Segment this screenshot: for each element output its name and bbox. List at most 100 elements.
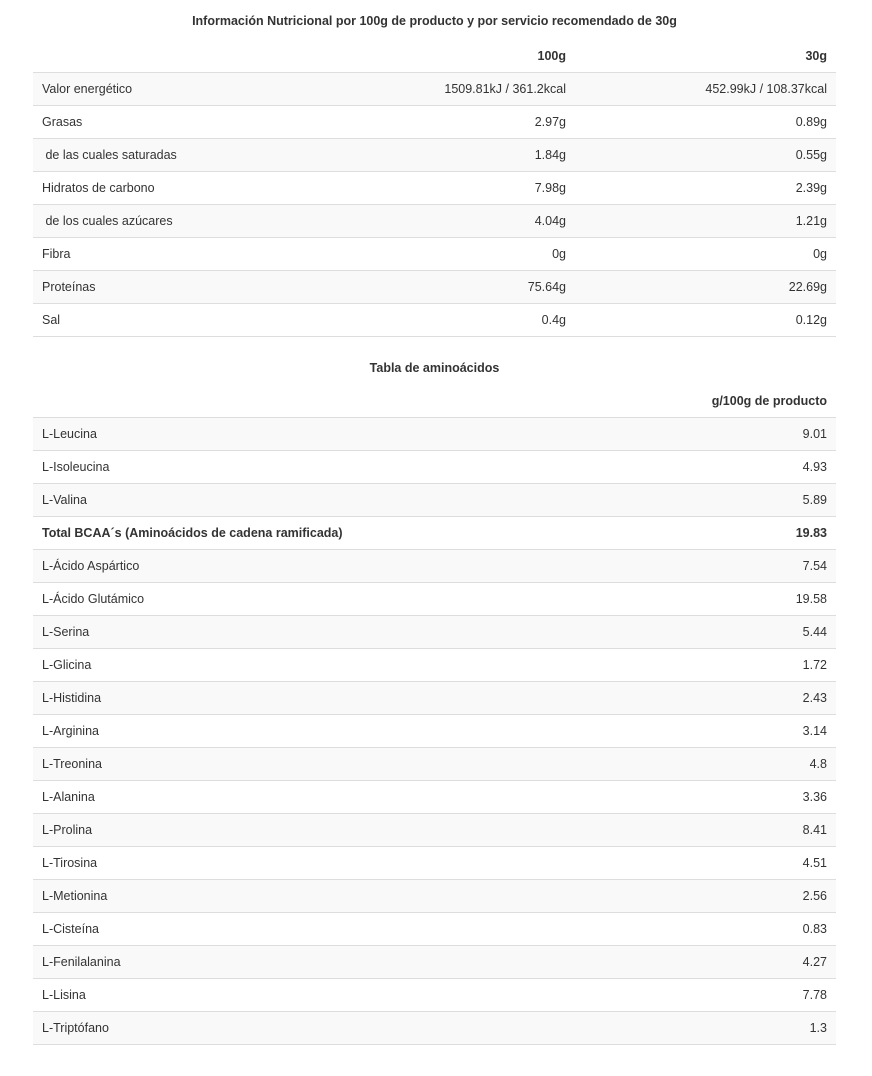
table-row: L-Histidina 2.43 — [33, 681, 836, 715]
row-label: L-Leucina — [33, 417, 593, 451]
row-value: 7.78 — [593, 978, 836, 1012]
table-row: L-Serina 5.44 — [33, 615, 836, 649]
row-label: L-Metionina — [33, 879, 593, 913]
row-value: 0.12g — [575, 303, 836, 337]
table-row: L-Cisteína 0.83 — [33, 912, 836, 946]
row-value: 19.83 — [593, 516, 836, 550]
row-value: 0.4g — [305, 303, 575, 337]
row-label: L-Treonina — [33, 747, 593, 781]
row-value: 4.27 — [593, 945, 836, 979]
table-row: Grasas 2.97g 0.89g — [33, 105, 836, 139]
row-value: 7.98g — [305, 171, 575, 205]
nutrition-section: Información Nutricional por 100g de prod… — [33, 11, 836, 337]
row-value: 8.41 — [593, 813, 836, 847]
row-label: L-Ácido Glutámico — [33, 582, 593, 616]
row-value: 75.64g — [305, 270, 575, 304]
table-row: Fibra 0g 0g — [33, 237, 836, 271]
table-row: Hidratos de carbono 7.98g 2.39g — [33, 171, 836, 205]
row-value: 0.89g — [575, 105, 836, 139]
table-row: Total BCAA´s (Aminoácidos de cadena rami… — [33, 516, 836, 550]
row-value: 0g — [575, 237, 836, 271]
amino-table: g/100g de producto L-Leucina 9.01 L-Isoleu… — [33, 385, 836, 1045]
row-value: 0.83 — [593, 912, 836, 946]
table-row: L-Arginina 3.14 — [33, 714, 836, 748]
row-value: 22.69g — [575, 270, 836, 304]
row-label: L-Serina — [33, 615, 593, 649]
header-blank — [33, 385, 593, 418]
nutrition-header-row: 100g 30g — [33, 40, 836, 73]
amino-header-row: g/100g de producto — [33, 385, 836, 418]
row-label: Sal — [33, 303, 305, 337]
row-value: 1.3 — [593, 1011, 836, 1045]
table-row: Sal 0.4g 0.12g — [33, 303, 836, 337]
table-row: L-Lisina 7.78 — [33, 978, 836, 1012]
table-row: L-Fenilalanina 4.27 — [33, 945, 836, 979]
row-label: Valor energético — [33, 72, 305, 106]
row-value: 4.04g — [305, 204, 575, 238]
row-label: L-Fenilalanina — [33, 945, 593, 979]
table-row: L-Ácido Glutámico 19.58 — [33, 582, 836, 616]
table-row: L-Treonina 4.8 — [33, 747, 836, 781]
row-label: L-Triptófano — [33, 1011, 593, 1045]
nutrition-table: 100g 30g Valor energético 1509.81kJ / 361… — [33, 40, 836, 337]
row-value: 4.93 — [593, 450, 836, 484]
row-value: 1.21g — [575, 204, 836, 238]
row-value: 4.8 — [593, 747, 836, 781]
header-100g: 100g — [305, 40, 575, 73]
row-value: 4.51 — [593, 846, 836, 880]
header-blank — [33, 40, 305, 73]
row-value: 2.43 — [593, 681, 836, 715]
row-value: 3.36 — [593, 780, 836, 814]
table-row: Proteínas 75.64g 22.69g — [33, 270, 836, 304]
row-value: 3.14 — [593, 714, 836, 748]
table-row: L-Alanina 3.36 — [33, 780, 836, 814]
row-value: 5.44 — [593, 615, 836, 649]
row-label: L-Histidina — [33, 681, 593, 715]
row-label: L-Alanina — [33, 780, 593, 814]
row-label: L-Cisteína — [33, 912, 593, 946]
table-row: L-Glicina 1.72 — [33, 648, 836, 682]
table-row: L-Ácido Aspártico 7.54 — [33, 549, 836, 583]
row-value: 1509.81kJ / 361.2kcal — [305, 72, 575, 106]
row-value: 1.84g — [305, 138, 575, 172]
row-label: L-Isoleucina — [33, 450, 593, 484]
table-row: L-Leucina 9.01 — [33, 417, 836, 451]
row-value: 452.99kJ / 108.37kcal — [575, 72, 836, 106]
table-row: Valor energético 1509.81kJ / 361.2kcal 452… — [33, 72, 836, 106]
row-value: 5.89 — [593, 483, 836, 517]
row-value: 9.01 — [593, 417, 836, 451]
row-label: de los cuales azúcares — [33, 204, 305, 238]
row-value: 2.56 — [593, 879, 836, 913]
row-value: 19.58 — [593, 582, 836, 616]
table-row: L-Prolina 8.41 — [33, 813, 836, 847]
row-label: L-Prolina — [33, 813, 593, 847]
row-label: L-Tirosina — [33, 846, 593, 880]
row-label: Proteínas — [33, 270, 305, 304]
row-label: L-Glicina — [33, 648, 593, 682]
table-row: L-Tirosina 4.51 — [33, 846, 836, 880]
row-label: L-Arginina — [33, 714, 593, 748]
header-30g: 30g — [575, 40, 836, 73]
row-value: 0.55g — [575, 138, 836, 172]
row-label: Total BCAA´s (Aminoácidos de cadena rami… — [33, 516, 593, 550]
row-value: 7.54 — [593, 549, 836, 583]
amino-section: Tabla de aminoácidos g/100g de producto … — [33, 358, 836, 1045]
row-label: de las cuales saturadas — [33, 138, 305, 172]
nutrition-title: Información Nutricional por 100g de prod… — [192, 14, 677, 28]
row-value: 2.97g — [305, 105, 575, 139]
row-label: Hidratos de carbono — [33, 171, 305, 205]
row-value: 1.72 — [593, 648, 836, 682]
table-row: de los cuales azúcares 4.04g 1.21g — [33, 204, 836, 238]
row-label: L-Ácido Aspártico — [33, 549, 593, 583]
row-label: Fibra — [33, 237, 305, 271]
amino-title: Tabla de aminoácidos — [369, 361, 500, 375]
table-row: de las cuales saturadas 1.84g 0.55g — [33, 138, 836, 172]
table-row: L-Metionina 2.56 — [33, 879, 836, 913]
row-value: 2.39g — [575, 171, 836, 205]
row-label: L-Lisina — [33, 978, 593, 1012]
table-row: L-Triptófano 1.3 — [33, 1011, 836, 1045]
table-row: L-Isoleucina 4.93 — [33, 450, 836, 484]
row-label: Grasas — [33, 105, 305, 139]
row-value: 0g — [305, 237, 575, 271]
row-label: L-Valina — [33, 483, 593, 517]
